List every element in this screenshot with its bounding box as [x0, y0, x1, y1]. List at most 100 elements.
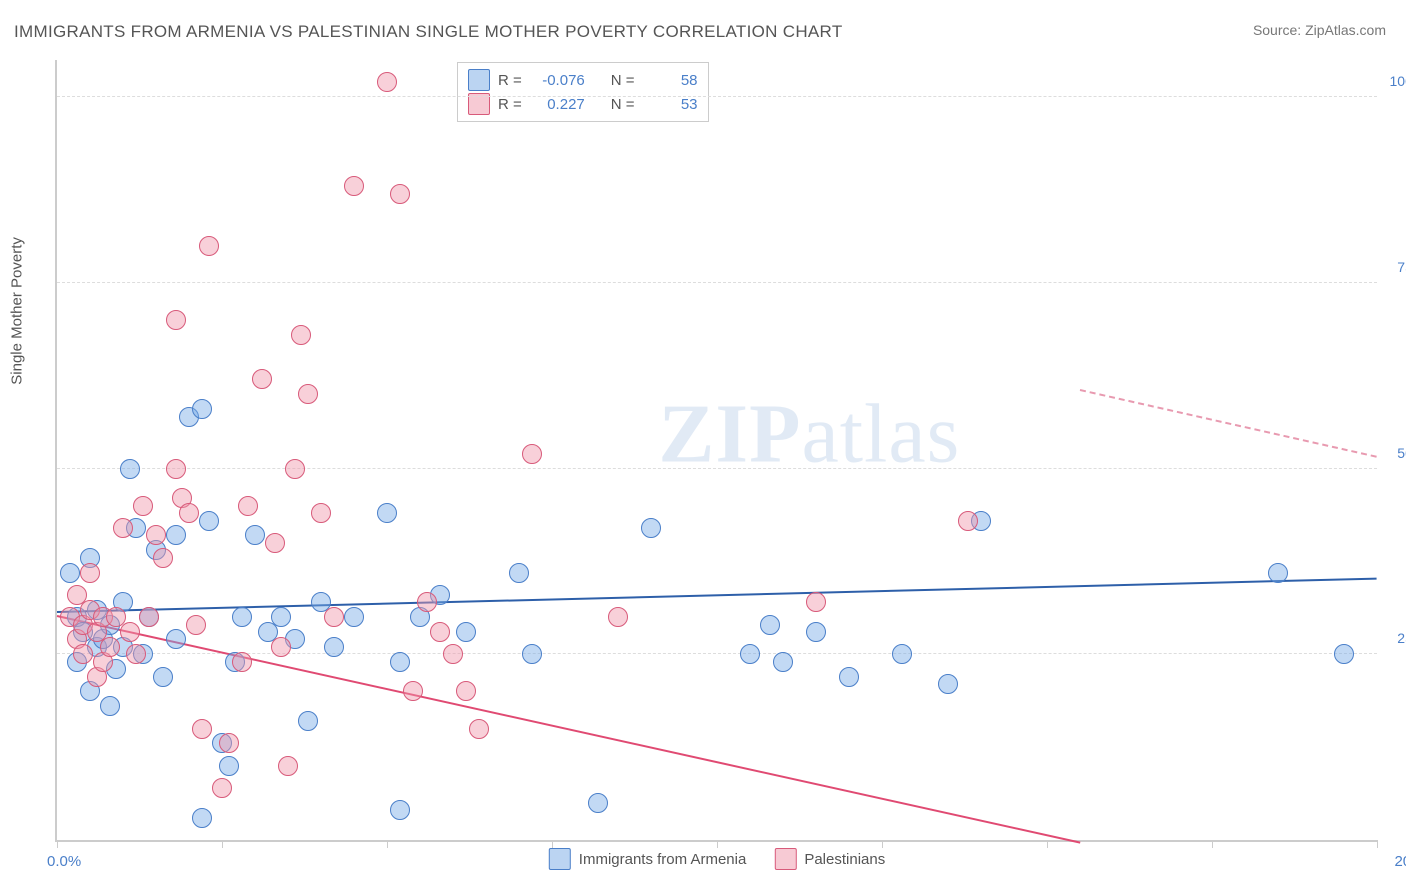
source-label: Source:: [1253, 22, 1301, 38]
scatter-point-armenia: [892, 644, 912, 664]
x-axis-max-label: 20.0%: [1394, 853, 1406, 870]
scatter-point-armenia: [1334, 644, 1354, 664]
scatter-point-palestinians: [219, 733, 239, 753]
scatter-point-armenia: [773, 652, 793, 672]
scatter-point-palestinians: [166, 459, 186, 479]
legend-item-armenia: Immigrants from Armenia: [549, 848, 747, 870]
bottom-legend: Immigrants from Armenia Palestinians: [549, 848, 885, 870]
scatter-point-palestinians: [285, 459, 305, 479]
scatter-point-armenia: [806, 622, 826, 642]
scatter-point-armenia: [60, 563, 80, 583]
scatter-point-armenia: [522, 644, 542, 664]
scatter-point-palestinians: [344, 176, 364, 196]
scatter-point-armenia: [740, 644, 760, 664]
gridline: [57, 96, 1377, 97]
gridline: [57, 468, 1377, 469]
scatter-point-palestinians: [179, 503, 199, 523]
y-tick-label: 25.0%: [1397, 630, 1406, 646]
source-attribution: Source: ZipAtlas.com: [1253, 22, 1386, 38]
scatter-point-palestinians: [311, 503, 331, 523]
scatter-point-palestinians: [522, 444, 542, 464]
scatter-point-armenia: [641, 518, 661, 538]
scatter-point-armenia: [219, 756, 239, 776]
scatter-point-palestinians: [139, 607, 159, 627]
scatter-point-armenia: [153, 667, 173, 687]
scatter-point-palestinians: [278, 756, 298, 776]
scatter-point-armenia: [938, 674, 958, 694]
scatter-point-palestinians: [291, 325, 311, 345]
stats-row-armenia: R = -0.076 N = 58: [468, 69, 698, 91]
scatter-point-palestinians: [146, 525, 166, 545]
scatter-point-palestinians: [958, 511, 978, 531]
scatter-point-armenia: [390, 800, 410, 820]
legend-item-palestinians: Palestinians: [774, 848, 885, 870]
scatter-point-armenia: [760, 615, 780, 635]
scatter-point-palestinians: [80, 563, 100, 583]
scatter-point-palestinians: [232, 652, 252, 672]
scatter-point-armenia: [377, 503, 397, 523]
swatch-pink-icon: [774, 848, 796, 870]
x-tick: [717, 840, 718, 848]
swatch-blue-icon: [468, 69, 490, 91]
n-label: N =: [611, 72, 635, 89]
x-tick: [552, 840, 553, 848]
x-tick: [1377, 840, 1378, 848]
scatter-point-palestinians: [271, 637, 291, 657]
source-value: ZipAtlas.com: [1305, 22, 1386, 38]
scatter-point-palestinians: [199, 236, 219, 256]
x-tick: [882, 840, 883, 848]
x-tick: [387, 840, 388, 848]
scatter-point-armenia: [245, 525, 265, 545]
scatter-point-armenia: [324, 637, 344, 657]
scatter-point-armenia: [1268, 563, 1288, 583]
scatter-point-palestinians: [377, 72, 397, 92]
scatter-point-armenia: [192, 808, 212, 828]
y-tick-label: 75.0%: [1397, 259, 1406, 275]
y-axis-title: Single Mother Poverty: [9, 237, 26, 385]
scatter-point-armenia: [839, 667, 859, 687]
scatter-point-palestinians: [133, 496, 153, 516]
y-tick-label: 50.0%: [1397, 445, 1406, 461]
scatter-point-armenia: [166, 629, 186, 649]
y-tick-label: 100.0%: [1390, 73, 1406, 89]
scatter-point-palestinians: [113, 518, 133, 538]
x-tick: [222, 840, 223, 848]
scatter-point-palestinians: [390, 184, 410, 204]
scatter-point-palestinians: [212, 778, 232, 798]
trend-line-palestinians-dashed: [1080, 389, 1377, 458]
scatter-point-palestinians: [608, 607, 628, 627]
scatter-point-armenia: [100, 696, 120, 716]
scatter-point-armenia: [390, 652, 410, 672]
scatter-point-armenia: [120, 459, 140, 479]
x-tick: [1212, 840, 1213, 848]
scatter-point-armenia: [456, 622, 476, 642]
scatter-point-palestinians: [456, 681, 476, 701]
scatter-point-palestinians: [120, 622, 140, 642]
scatter-point-armenia: [271, 607, 291, 627]
scatter-point-palestinians: [469, 719, 489, 739]
x-axis-min-label: 0.0%: [47, 853, 81, 870]
scatter-point-palestinians: [298, 384, 318, 404]
stats-legend-box: R = -0.076 N = 58 R = 0.227 N = 53: [457, 62, 709, 122]
scatter-point-palestinians: [430, 622, 450, 642]
chart-title: IMMIGRANTS FROM ARMENIA VS PALESTINIAN S…: [14, 22, 843, 42]
legend-label-armenia: Immigrants from Armenia: [579, 851, 747, 868]
scatter-point-palestinians: [403, 681, 423, 701]
scatter-point-armenia: [588, 793, 608, 813]
scatter-point-palestinians: [417, 592, 437, 612]
scatter-point-palestinians: [806, 592, 826, 612]
scatter-point-armenia: [166, 525, 186, 545]
scatter-point-armenia: [298, 711, 318, 731]
scatter-point-palestinians: [166, 310, 186, 330]
scatter-point-palestinians: [443, 644, 463, 664]
scatter-point-palestinians: [100, 637, 120, 657]
armenia-r-value: -0.076: [530, 72, 585, 89]
scatter-point-palestinians: [73, 644, 93, 664]
scatter-point-palestinians: [153, 548, 173, 568]
scatter-point-armenia: [199, 511, 219, 531]
r-label: R =: [498, 96, 522, 113]
scatter-point-armenia: [509, 563, 529, 583]
gridline: [57, 653, 1377, 654]
scatter-point-armenia: [344, 607, 364, 627]
x-tick: [57, 840, 58, 848]
